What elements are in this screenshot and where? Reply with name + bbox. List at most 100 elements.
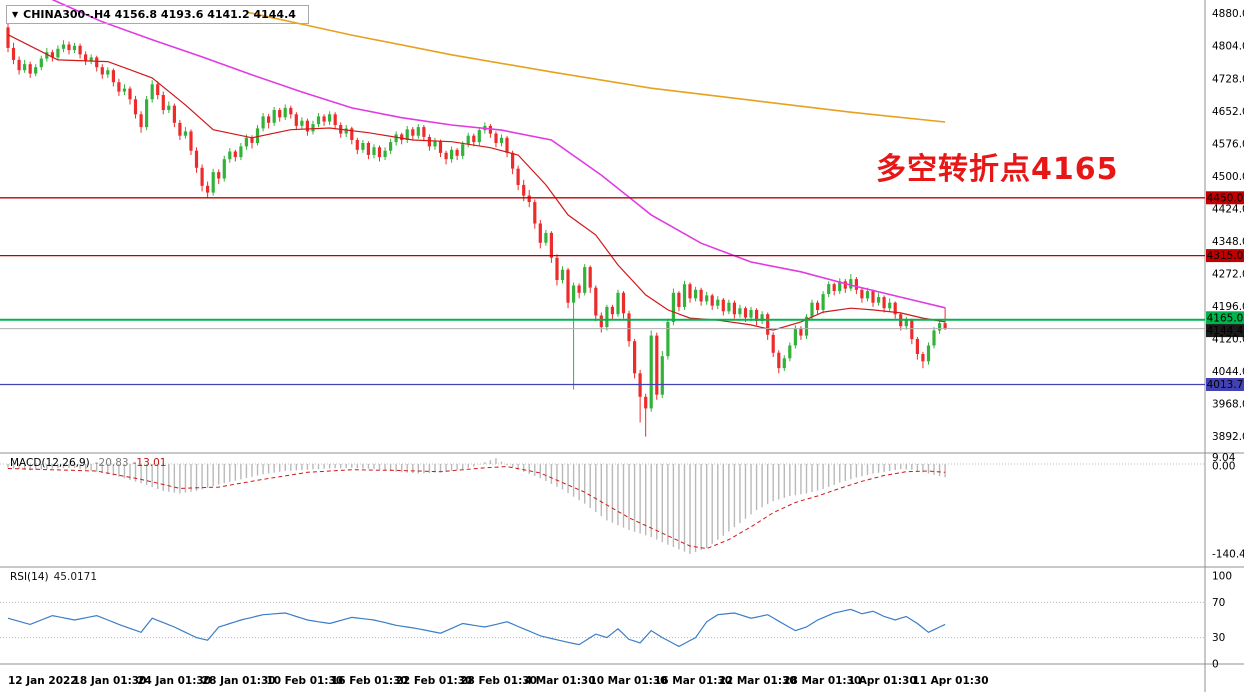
- candle-body: [793, 328, 797, 346]
- candle-body: [499, 137, 504, 143]
- candle-body: [283, 107, 287, 118]
- candle-body: [721, 299, 725, 312]
- candle-body: [400, 134, 404, 140]
- candle-body: [511, 152, 515, 169]
- candle-body: [183, 131, 187, 136]
- current-price-tag-text: 4144.4: [1207, 325, 1244, 337]
- candle-body: [233, 151, 237, 158]
- candle-body: [289, 107, 293, 115]
- macd-axis-label: -140.44: [1212, 549, 1244, 561]
- price-axis-label: 4880.0: [1212, 8, 1244, 20]
- price-level-tag-text: 4165.0: [1207, 312, 1244, 324]
- macd-signal-value: -13.01: [132, 457, 167, 469]
- candle-body: [893, 302, 897, 315]
- candle-body: [128, 88, 132, 100]
- candle-body: [89, 57, 93, 61]
- candle-body: [189, 131, 193, 151]
- candle-body: [572, 285, 576, 303]
- macd-name: MACD(12,26,9): [10, 457, 90, 469]
- candle-body: [865, 291, 870, 299]
- candle-body: [871, 291, 875, 303]
- candle-body: [438, 141, 443, 153]
- price-axis-label: 4652.0: [1212, 106, 1244, 118]
- candle-body: [56, 48, 60, 58]
- candle-body: [411, 129, 415, 136]
- candle-body: [588, 267, 592, 288]
- candle-body: [372, 147, 376, 155]
- candle-body: [23, 64, 27, 71]
- candle-body: [749, 309, 753, 318]
- candle-body: [888, 302, 892, 309]
- price-axis-label: 4576.0: [1212, 138, 1244, 150]
- candle-body: [145, 99, 149, 128]
- time-axis-label: 28 Jan 01:30: [202, 675, 276, 687]
- candle-body: [405, 129, 409, 140]
- price-axis-label: 4196.0: [1212, 301, 1244, 313]
- price-axis-label: 4500.0: [1212, 171, 1244, 183]
- candle-body: [594, 287, 598, 316]
- price-axis-label: 4348.0: [1212, 236, 1244, 248]
- candle-body: [316, 116, 321, 125]
- macd-indicator-label[interactable]: MACD(12,26,9) -20.83 -13.01: [10, 457, 166, 469]
- candle-body: [34, 67, 38, 74]
- candle-body: [766, 314, 770, 335]
- current-price-tag: [1206, 324, 1244, 338]
- candle-body: [261, 116, 265, 129]
- candle-body: [84, 54, 88, 61]
- candle-body: [272, 110, 276, 123]
- time-axis-label: 12 Jan 2022: [8, 675, 78, 687]
- candle-body: [267, 116, 271, 123]
- candle-body: [782, 358, 786, 369]
- rsi-name: RSI(14): [10, 571, 49, 583]
- candle-body: [932, 330, 936, 346]
- price-axis-label: 4272.0: [1212, 269, 1244, 281]
- symbol-dropdown-icon[interactable]: ▼: [12, 10, 19, 19]
- macd-axis-label: 0.00: [1212, 461, 1235, 473]
- candle-body: [743, 308, 748, 318]
- candle-body: [544, 232, 548, 243]
- candle-body: [117, 82, 121, 92]
- candle-body: [167, 105, 171, 110]
- candle-body: [583, 267, 587, 293]
- candle-body: [522, 184, 526, 196]
- candle-body: [78, 45, 82, 55]
- candle-body: [644, 396, 648, 409]
- rsi-value: 45.0171: [53, 571, 98, 583]
- candle-body: [843, 281, 847, 289]
- candle-body: [649, 335, 653, 409]
- candle-body: [11, 47, 16, 60]
- candle-body: [716, 299, 720, 306]
- candle-body: [660, 356, 664, 395]
- symbol-info-box[interactable]: ▼ CHINA300-.H4 4156.8 4193.6 4141.2 4144.…: [6, 5, 309, 24]
- candle-body: [827, 284, 831, 294]
- candle-body: [821, 294, 825, 310]
- price-level-tag: [1206, 191, 1244, 205]
- candle-body: [760, 314, 764, 321]
- candlestick-series: [6, 23, 947, 437]
- candle-body: [200, 167, 204, 186]
- rsi-line: [7, 608, 946, 648]
- time-axis-label: 10 Feb 01:30: [266, 675, 343, 687]
- candle-body: [555, 257, 559, 280]
- candle-body: [682, 284, 687, 307]
- candle-body: [328, 114, 332, 122]
- candle-body: [777, 352, 781, 369]
- candle-body: [832, 284, 836, 291]
- candle-body: [599, 315, 603, 328]
- candle-body: [605, 306, 609, 327]
- candle-body: [560, 269, 565, 280]
- macd-value: -20.83: [94, 457, 129, 469]
- rsi-indicator-label[interactable]: RSI(14) 45.0171: [10, 571, 97, 583]
- symbol-ohlc-text: CHINA300-.H4 4156.8 4193.6 4141.2 4144.4: [23, 8, 296, 21]
- candle-body: [705, 295, 709, 302]
- candle-body: [344, 128, 348, 134]
- candle-body: [755, 309, 759, 321]
- candle-body: [100, 67, 104, 75]
- candle-body: [477, 130, 481, 143]
- candle-body: [877, 297, 881, 303]
- candle-body: [577, 285, 581, 293]
- price-level-tag-text: 4315.0: [1207, 250, 1244, 262]
- candle-body: [228, 151, 232, 160]
- candle-body: [305, 120, 309, 132]
